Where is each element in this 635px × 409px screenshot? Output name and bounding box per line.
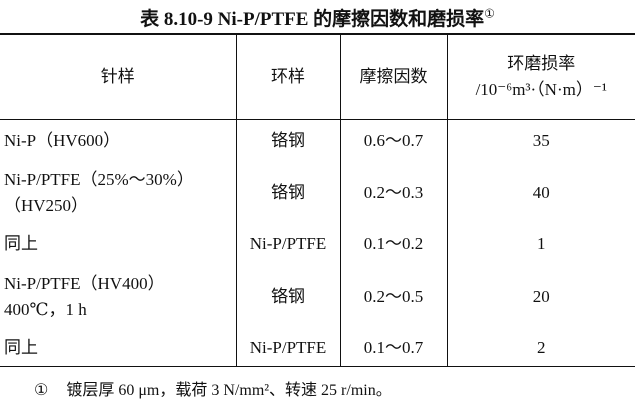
table-cell: 20 (446, 263, 635, 330)
table-row: 同上 Ni-P/PTFE 0.1～0.2 1 (0, 223, 635, 264)
cell-line: /10⁻⁶m³·（N·m）⁻¹ (475, 80, 607, 99)
table-row: Ni-P/PTFE（25%～30%） （HV250） 铬钢 0.2～0.3 40 (0, 161, 635, 224)
table-title: 表 8.10-9 Ni-P/PTFE 的摩擦因数和磨损率① (0, 4, 635, 31)
table-cell: Ni-P/PTFE（HV400） 400℃，1 h (0, 264, 236, 330)
table-row: 同上 Ni-P/PTFE 0.1～0.7 2 (0, 329, 635, 367)
table-cell: 铬钢 (235, 161, 340, 224)
table-cell: Ni-P/PTFE（25%～30%） （HV250） (0, 162, 236, 224)
table-cell: 0.1～0.2 (339, 223, 447, 264)
table-cell: 同上 (0, 224, 236, 264)
cell-line: （HV250） (4, 195, 89, 215)
table-row: Ni-P（HV600） 铬钢 0.6～0.7 35 (0, 119, 635, 162)
table-cell: 同上 (0, 330, 236, 367)
header-cell: 针样 (0, 34, 236, 120)
header-cell: 环样 (235, 34, 340, 120)
title-text: 表 8.10-9 Ni-P/PTFE 的摩擦因数和磨损率 (140, 9, 485, 30)
cell-line: 同上 (4, 337, 38, 357)
table-cell: Ni-P/PTFE (235, 223, 340, 264)
cell-line: Ni-P/PTFE（25%～30%） (4, 169, 194, 189)
table-cell: 35 (446, 119, 635, 162)
cell-line: 同上 (4, 233, 38, 253)
cell-line: 环磨损率 (507, 54, 576, 73)
table-cell: 2 (446, 329, 635, 367)
table-cell: 0.2～0.5 (339, 263, 447, 330)
table-cell: Ni-P/PTFE (235, 329, 340, 367)
table-cell: 0.6～0.7 (339, 119, 447, 162)
cell-line: Ni-P/PTFE（HV400） (4, 273, 165, 293)
cell-line: 400℃，1 h (4, 299, 87, 319)
table-cell: 0.2～0.3 (339, 161, 447, 224)
table-cell: 铬钢 (235, 263, 340, 330)
header-cell: 环磨损率/10⁻⁶m³·（N·m）⁻¹ (446, 34, 635, 120)
table-cell: 铬钢 (235, 119, 340, 162)
table-cell: 0.1～0.7 (339, 329, 447, 367)
cell-line: Ni-P（HV600） (4, 130, 121, 150)
footnote: ① 镀层厚 60 μm，载荷 3 N/mm²、转速 25 r/min。 (34, 376, 410, 400)
note-mark: ① (484, 6, 495, 21)
table-body: Ni-P（HV600） 铬钢 0.6～0.7 35 Ni-P/PTFE（25%～30%）… (0, 119, 635, 367)
table-cell: Ni-P（HV600） (0, 120, 236, 162)
table-cell: 40 (446, 161, 635, 224)
table-row: Ni-P/PTFE（HV400） 400℃，1 h 铬钢 0.2～0.5 20 (0, 263, 635, 330)
footnote-text: 镀层厚 60 μm，载荷 3 N/mm²、转速 25 r/min。 (66, 382, 392, 399)
header-cell: 摩擦因数 (339, 34, 447, 120)
footnote-mark: ① (34, 382, 49, 399)
table: 针样 环样 摩擦因数 环磨损率/10⁻⁶m³·（N·m）⁻¹ Ni-P（HV600）铬… (0, 33, 635, 367)
table-cell: 1 (446, 223, 635, 264)
header-row: 针样 环样 摩擦因数 环磨损率/10⁻⁶m³·（N·m）⁻¹ (0, 34, 635, 120)
